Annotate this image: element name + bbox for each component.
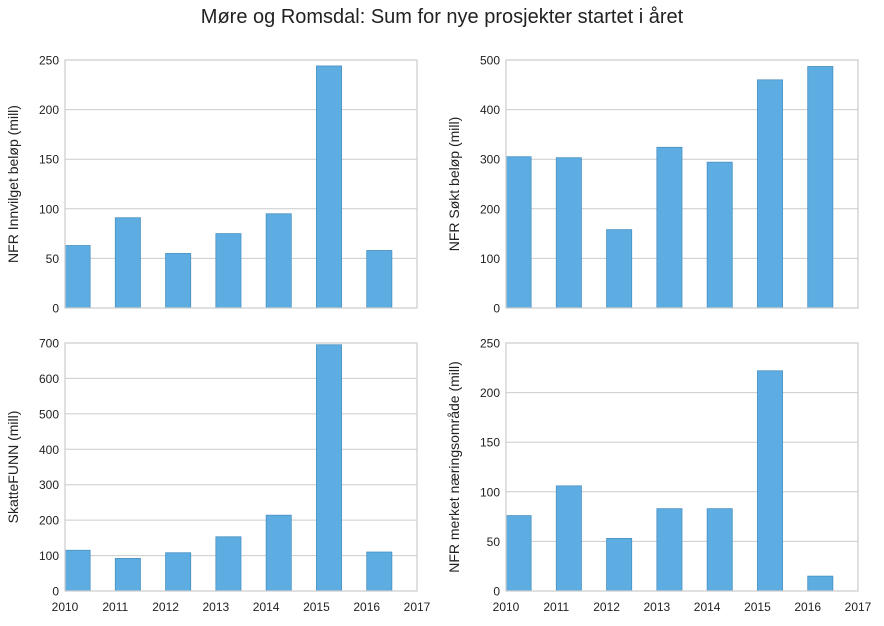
x-tick-label: 2014 xyxy=(253,600,280,614)
chart-panel-4: 0 50 100 150 200 250 2010 2011 2012 2013 2014 2015 2… xyxy=(446,337,872,615)
y-axis-label: NFR Innvilget beløp (mill) xyxy=(5,105,21,263)
x-tick-label: 2013 xyxy=(644,600,671,614)
y-tick-label: 700 xyxy=(39,337,59,351)
y-tick-label: 200 xyxy=(39,103,59,117)
bar-2014 xyxy=(265,514,292,592)
chart-panel-3: 0 100 200 300 400 500 600 700 2010 2011 2012 2013 20… xyxy=(5,337,431,615)
bar-2010 xyxy=(505,515,532,592)
y-tick-label: 500 xyxy=(39,407,59,421)
y-tick-label: 300 xyxy=(480,153,500,167)
bar-2010 xyxy=(64,549,91,592)
y-tick-label: 0 xyxy=(52,585,59,599)
bar-2015 xyxy=(757,79,783,309)
bar-2015 xyxy=(757,370,783,592)
bar-2013 xyxy=(215,536,242,592)
y-tick-label: 100 xyxy=(480,485,500,499)
bar-2010 xyxy=(64,245,91,309)
bar-2016 xyxy=(366,250,393,309)
y-axis-label: SkatteFUNN (mill) xyxy=(5,411,21,524)
x-tick-label: 2012 xyxy=(152,600,179,614)
figure-title: Møre og Romsdal: Sum for nye prosjekter … xyxy=(200,6,684,28)
y-tick-label: 250 xyxy=(39,54,59,68)
y-tick-label: 0 xyxy=(493,585,500,599)
x-tick-label: 2016 xyxy=(794,600,821,614)
bar-2011 xyxy=(114,558,141,592)
x-tick-label: 2017 xyxy=(404,600,431,614)
bar-2014 xyxy=(706,508,733,592)
x-tick-label: 2015 xyxy=(303,600,330,614)
x-tick-label: 2011 xyxy=(102,600,128,614)
axes-frame xyxy=(505,342,859,592)
y-tick-label: 250 xyxy=(480,337,500,351)
bar-2011 xyxy=(555,157,582,309)
bar-2011 xyxy=(114,217,141,309)
y-tick-label: 150 xyxy=(480,436,500,450)
y-tick-label: 200 xyxy=(39,514,59,528)
chart-panel-1: 0 50 100 150 200 250 NFR Innvilget beløp (mill… xyxy=(5,54,418,316)
bar-2013 xyxy=(215,233,242,309)
y-tick-label: 100 xyxy=(39,202,59,216)
bar-2014 xyxy=(265,213,292,309)
y-tick-label: 400 xyxy=(480,103,500,117)
x-tick-label: 2010 xyxy=(52,600,79,614)
x-tick-label: 2014 xyxy=(694,600,721,614)
y-tick-label: 0 xyxy=(493,302,500,316)
bar-2014 xyxy=(706,161,733,309)
y-axis-label: NFR merket næringsområde (mill) xyxy=(446,361,462,573)
x-tick-label: 2012 xyxy=(593,600,620,614)
x-tick-label: 2016 xyxy=(353,600,380,614)
bar-2016 xyxy=(366,551,393,592)
y-tick-label: 50 xyxy=(487,535,501,549)
bar-2015 xyxy=(316,65,342,309)
y-tick-label: 150 xyxy=(39,153,59,167)
axes-frame xyxy=(64,59,418,309)
y-tick-label: 50 xyxy=(46,252,60,266)
y-tick-label: 200 xyxy=(480,202,500,216)
y-tick-label: 0 xyxy=(52,302,59,316)
bar-2016 xyxy=(807,66,834,309)
bar-2012 xyxy=(165,552,192,592)
x-tick-label: 2013 xyxy=(203,600,230,614)
axes-frame xyxy=(64,342,418,592)
x-tick-label: 2017 xyxy=(845,600,872,614)
bar-2012 xyxy=(606,229,633,309)
bar-2012 xyxy=(165,253,192,309)
x-tick-label: 2011 xyxy=(543,600,569,614)
bar-2011 xyxy=(555,485,582,592)
y-tick-label: 300 xyxy=(39,478,59,492)
y-tick-label: 200 xyxy=(480,386,500,400)
y-tick-label: 400 xyxy=(39,443,59,457)
x-tick-label: 2015 xyxy=(744,600,771,614)
y-tick-label: 500 xyxy=(480,54,500,68)
bar-2013 xyxy=(656,146,683,309)
axes-frame xyxy=(505,59,859,309)
y-tick-label: 100 xyxy=(480,252,500,266)
x-tick-label: 2010 xyxy=(493,600,520,614)
bar-2015 xyxy=(316,344,342,592)
bar-2016 xyxy=(807,575,834,592)
chart-panel-2: 0 100 200 300 400 500 NFR Søkt beløp (mill) xyxy=(446,54,859,316)
bar-2013 xyxy=(656,508,683,592)
y-axis-label: NFR Søkt beløp (mill) xyxy=(446,117,462,252)
bar-2012 xyxy=(606,538,633,592)
y-tick-label: 600 xyxy=(39,372,59,386)
y-tick-label: 100 xyxy=(39,549,59,563)
bar-2010 xyxy=(505,156,532,309)
